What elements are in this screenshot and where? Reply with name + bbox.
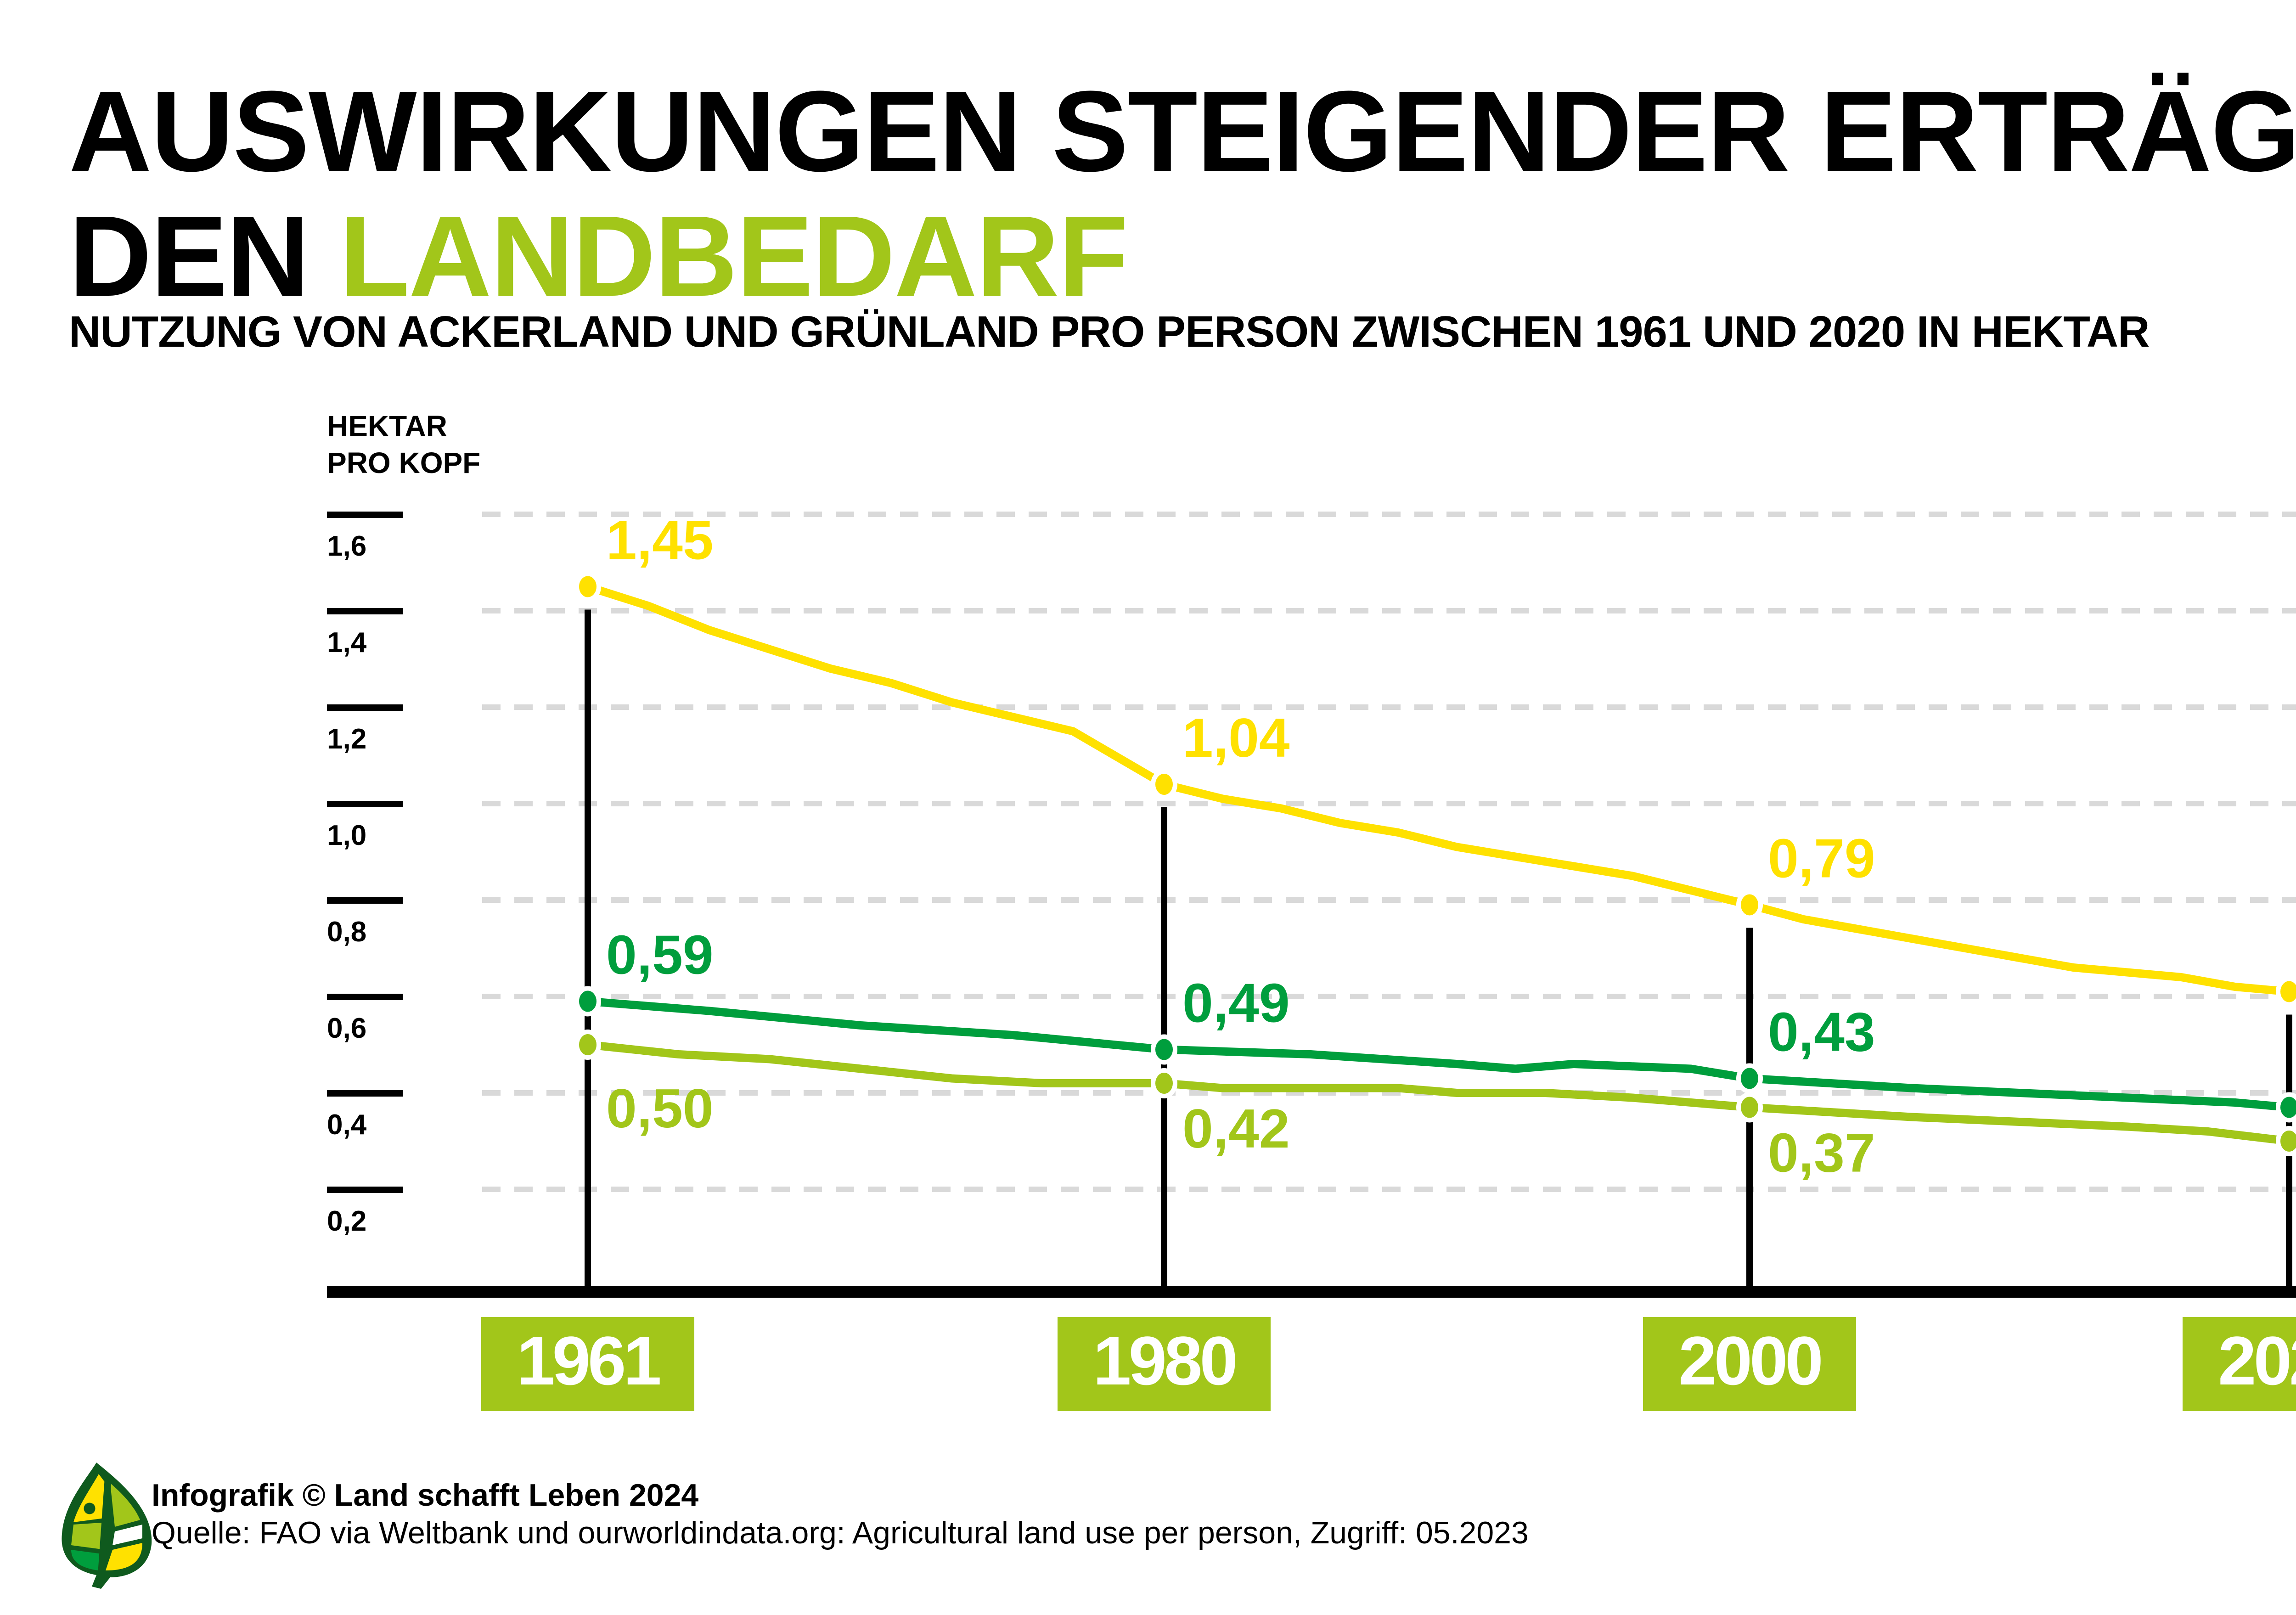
data-point: [2276, 976, 2296, 1007]
y-tick-mark: [327, 1187, 403, 1193]
x-tick-label: 1980: [1093, 1322, 1235, 1399]
y-tick-label: 1,0: [327, 820, 366, 851]
x-tick-2020: 2020: [2183, 1317, 2296, 1411]
title-line-1: AUSWIRKUNGEN STEIGENDER ERTRÄGE AUF: [69, 67, 2296, 195]
y-tick-mark: [327, 1090, 403, 1097]
y-tick-label: 1,6: [327, 530, 366, 562]
y-tick-mark: [327, 994, 403, 1000]
data-point: [1151, 769, 1177, 799]
data-label: 0,49: [1182, 973, 1290, 1034]
y-tick-mark: [327, 897, 403, 904]
x-tick-box: [2183, 1317, 2296, 1411]
x-tick-labels: 1961 1980 2000 2020: [481, 1317, 2296, 1411]
y-tick-label: 0,2: [327, 1205, 366, 1237]
x-tick-label: 2020: [2218, 1322, 2296, 1399]
title-prefix: DEN: [69, 192, 310, 320]
title-accent: LANDBEDARF: [339, 192, 1128, 320]
x-tick-label: 1961: [517, 1322, 660, 1399]
source-text: Quelle: FAO via Weltbank und ourworldind…: [152, 1515, 1529, 1550]
data-point: [574, 986, 601, 1017]
y-tick-mark: [327, 608, 403, 614]
data-label: 0,42: [1182, 1098, 1290, 1159]
y-tick-label: 0,8: [327, 916, 366, 948]
data-label: 0,79: [1768, 828, 1875, 889]
y-tick-mark: [327, 704, 403, 711]
data-point: [1151, 1068, 1177, 1098]
series-line-oesterreich: [587, 1041, 2290, 1145]
leaf-logo-icon: [62, 1463, 152, 1589]
data-point: [574, 571, 601, 602]
credit-text: Infografik © Land schafft Leben 2024: [152, 1478, 699, 1513]
page-title: AUSWIRKUNGEN STEIGENDER ERTRÄGE AUF DEN …: [69, 69, 2296, 319]
series-eu: 0,590,490,430,37: [574, 924, 2296, 1123]
y-axis-label-line-2: PRO KOPF: [327, 446, 480, 479]
y-tick-mark: [327, 512, 403, 518]
x-tick-box: [481, 1317, 694, 1411]
x-tick-box: [1058, 1317, 1271, 1411]
x-tick-1961: 1961: [481, 1317, 694, 1411]
data-label: 1,45: [606, 510, 714, 571]
y-ticks: 1,6 1,4 1,2 1,0 0,8 0,6 0,4 0,2: [327, 512, 403, 1237]
title-line-2: DEN LANDBEDARF: [69, 194, 2296, 319]
x-axis-line: [327, 1286, 2296, 1298]
series-line-eu: [587, 997, 2290, 1112]
y-tick-label: 0,6: [327, 1013, 366, 1044]
series-layer: 1,451,040,790,610,590,490,430,370,500,42…: [574, 510, 2296, 1184]
y-tick-mark: [327, 801, 403, 807]
chart-subtitle: NUTZUNG VON ACKERLAND UND GRÜNLAND PRO P…: [69, 307, 2150, 356]
x-tick-box: [1643, 1317, 1856, 1411]
year-markers: [585, 609, 2292, 1286]
grid-layer: [482, 512, 2296, 1192]
data-point: [2276, 1092, 2296, 1123]
data-label: 0,50: [606, 1078, 714, 1139]
y-tick-label: 1,4: [327, 627, 367, 658]
x-tick-2000: 2000: [1643, 1317, 1856, 1411]
series-weltweit: 1,451,040,790,61: [574, 510, 2296, 1007]
x-tick-1980: 1980: [1058, 1317, 1271, 1411]
data-point: [1736, 1092, 1763, 1123]
x-axis: [327, 1286, 2296, 1298]
y-tick-label: 0,4: [327, 1109, 367, 1141]
data-label: 0,59: [606, 924, 714, 986]
data-label: 0,43: [1768, 1002, 1875, 1063]
data-point: [1736, 889, 1763, 920]
footer: Infografik © Land schafft Leben 2024 Que…: [152, 1476, 1529, 1552]
data-label: 1,04: [1182, 707, 1290, 769]
x-tick-label: 2000: [1678, 1322, 1821, 1399]
data-label: 0,37: [1768, 1122, 1875, 1184]
data-point: [1151, 1034, 1177, 1065]
data-point: [1736, 1063, 1763, 1094]
series-oesterreich: 0,500,420,370,30: [574, 1030, 2296, 1184]
series-line-weltweit: [586, 582, 2290, 996]
y-axis-label-line-1: HEKTAR: [327, 410, 447, 443]
y-tick-label: 1,2: [327, 723, 366, 755]
data-point: [2276, 1126, 2296, 1156]
data-point: [574, 1030, 601, 1060]
